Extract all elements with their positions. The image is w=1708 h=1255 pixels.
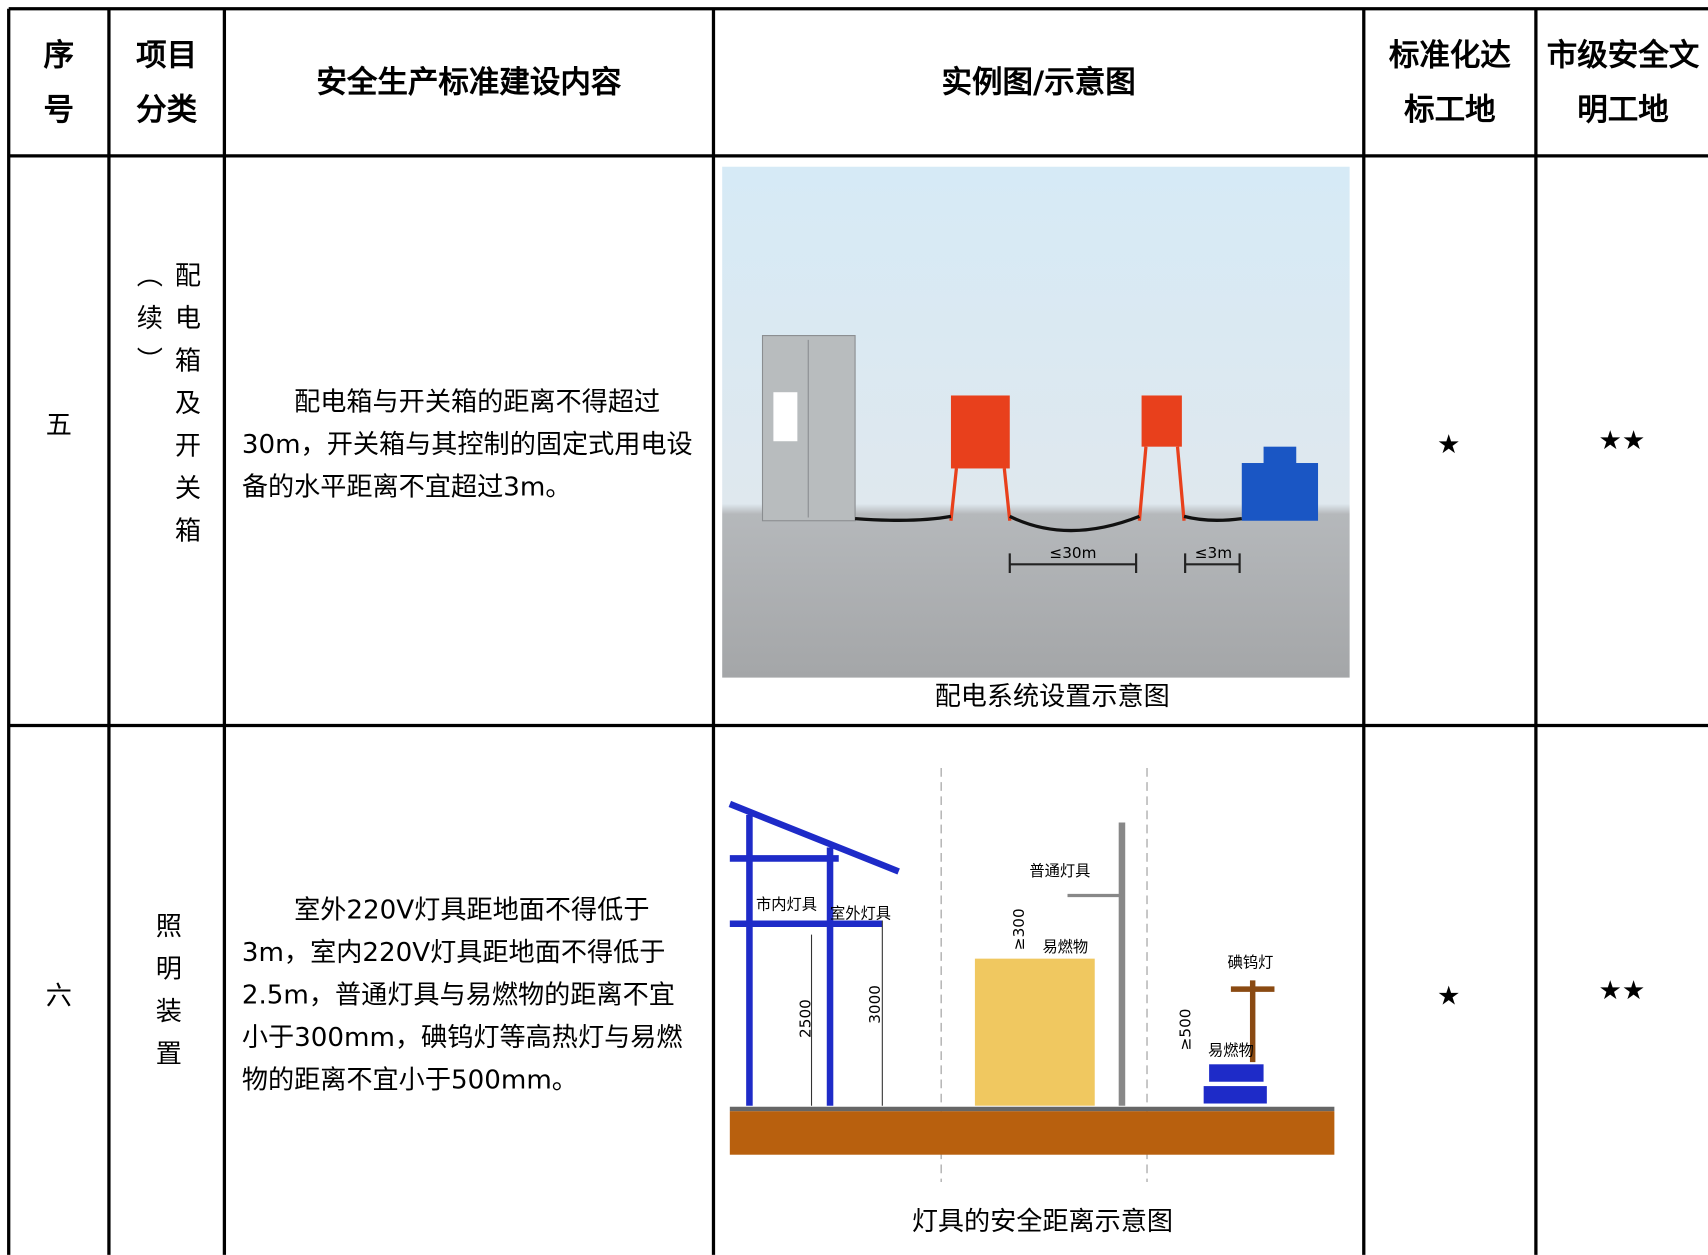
row-category: 配电箱及开关箱（续） <box>131 261 201 559</box>
figure-label: 室外灯具 <box>830 904 891 922</box>
row-number: 六 <box>46 981 72 1011</box>
figure-label: 普通灯具 <box>1029 862 1090 880</box>
row-number: 五 <box>46 411 72 441</box>
figure-label: 2500 <box>796 999 814 1038</box>
row-content: 室外220V灯具距地面不得低于3m，室内220V灯具距地面不得低于2.5m，普通… <box>241 894 683 1095</box>
figure-caption: 灯具的安全距离示意图 <box>912 1207 1173 1237</box>
figure-label: ≥300 <box>1010 908 1028 950</box>
header-cell: 标准化达标工地 <box>1388 36 1511 127</box>
row-content: 配电箱与开关箱的距离不得超过30m，开关箱与其控制的固定式用电设备的水平距离不宜… <box>241 386 693 503</box>
header-cell: 实例图/示意图 <box>941 63 1136 100</box>
figure-label: 易燃物 <box>1042 938 1088 956</box>
figure-label: 3000 <box>866 985 884 1024</box>
city-stars: ★★ <box>1599 976 1646 1006</box>
figure-label: 市内灯具 <box>756 896 817 914</box>
standard-stars: ★ <box>1437 430 1460 460</box>
figure-label: ≤3m <box>1195 544 1232 562</box>
header-cell: 市级安全文明工地 <box>1546 36 1700 127</box>
figure-lighting: 市内灯具 室外灯具 2500 3000 普通灯具 ≥300 易燃物 碘钨灯 ≥5… <box>728 768 1335 1182</box>
header-cell: 序号 <box>43 36 75 127</box>
figure-label: 碘钨灯 <box>1228 953 1274 971</box>
figure-label: 易燃物 <box>1208 1042 1254 1060</box>
city-stars: ★★ <box>1599 426 1646 456</box>
table-grid <box>7 7 1708 1255</box>
figure-label: ≤30m <box>1049 544 1096 562</box>
figure-caption: 配电系统设置示意图 <box>935 682 1170 712</box>
header-cell: 安全生产标准建设内容 <box>316 63 622 100</box>
figure-label: ≥500 <box>1177 1009 1195 1051</box>
header-cell: 项目分类 <box>136 36 198 127</box>
standard-stars: ★ <box>1437 981 1460 1011</box>
row-category: 照明装置 <box>150 911 182 1082</box>
figure-power: ≤30m ≤3m <box>722 166 1350 678</box>
